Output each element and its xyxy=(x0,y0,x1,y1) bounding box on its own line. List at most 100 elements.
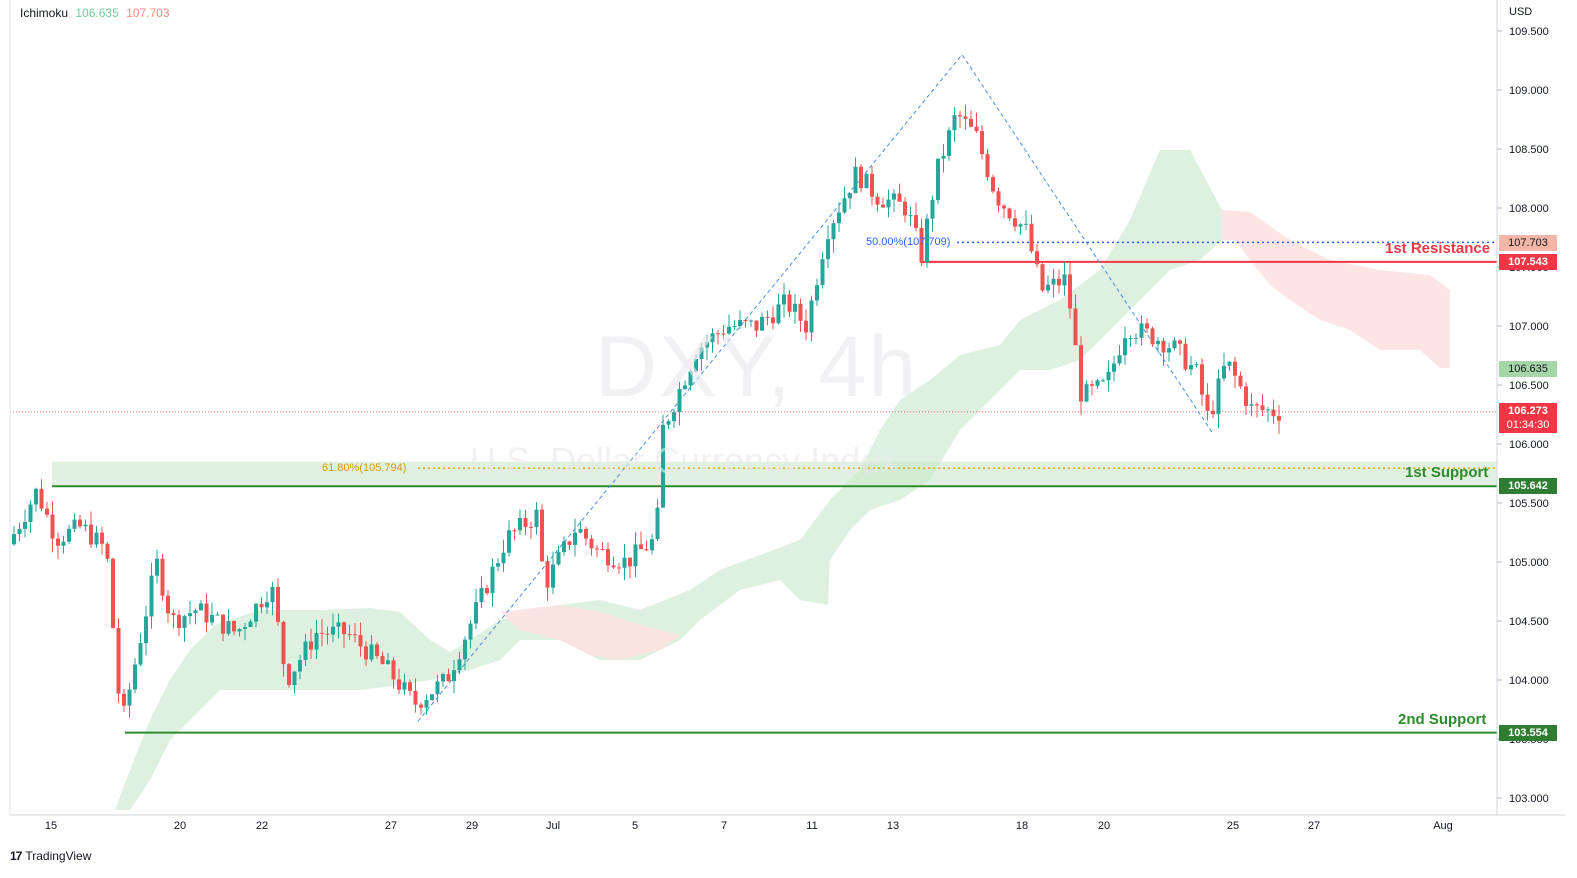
candle-body xyxy=(452,670,456,682)
candle-body xyxy=(782,294,786,305)
candle xyxy=(518,509,522,536)
candle-body xyxy=(600,548,605,550)
candle-body xyxy=(358,634,363,647)
candle xyxy=(782,283,786,318)
candle xyxy=(573,518,577,557)
last-price-value: 106.273 xyxy=(1508,405,1548,417)
candle xyxy=(265,591,269,614)
candle-body xyxy=(1134,337,1138,339)
candle xyxy=(837,202,841,233)
candle xyxy=(996,187,1001,213)
candle-body xyxy=(171,613,176,616)
candle xyxy=(804,309,808,341)
candle-body xyxy=(512,530,517,532)
candle-body xyxy=(545,561,550,588)
candle-body xyxy=(45,508,49,515)
candle xyxy=(523,510,528,535)
candle-body xyxy=(1062,274,1067,286)
candle xyxy=(683,380,687,391)
candle xyxy=(292,671,297,694)
candle xyxy=(221,614,225,642)
candle xyxy=(1084,380,1089,403)
currency-label: USD xyxy=(1509,6,1533,18)
candle-body xyxy=(111,558,115,628)
candle-body xyxy=(1013,218,1017,227)
candle xyxy=(1238,371,1243,389)
candle xyxy=(1013,210,1017,232)
candle-body xyxy=(562,541,566,553)
tradingview-brand[interactable]: 17 TradingView xyxy=(10,849,91,863)
candle xyxy=(210,602,214,626)
candle-body xyxy=(254,603,258,622)
candle-body xyxy=(699,347,704,360)
x-tick-label: 25 xyxy=(1227,820,1239,832)
candle xyxy=(347,624,352,640)
candle xyxy=(501,539,506,572)
candle xyxy=(386,653,390,665)
candle xyxy=(617,563,621,574)
candle xyxy=(215,612,220,616)
candle xyxy=(820,251,825,289)
indicator-legend[interactable]: Ichimoku 106.635 107.703 xyxy=(20,6,170,20)
candle-body xyxy=(402,682,407,690)
candle xyxy=(127,683,132,718)
candle-body xyxy=(353,634,357,636)
candle-body xyxy=(925,218,929,263)
candle-body xyxy=(138,643,143,665)
candle-body xyxy=(1112,363,1116,372)
candle-body xyxy=(1277,416,1281,421)
candle xyxy=(754,320,759,337)
candle xyxy=(23,509,27,538)
candle xyxy=(270,582,275,616)
candle-body xyxy=(771,317,775,324)
candle-body xyxy=(930,199,935,219)
candle xyxy=(1172,337,1177,351)
candle xyxy=(254,602,258,628)
candle-body xyxy=(127,689,132,706)
candle-body xyxy=(809,300,814,333)
candle-body xyxy=(595,548,599,550)
candle-body xyxy=(622,557,627,568)
candle-body xyxy=(573,532,577,545)
candle-body xyxy=(881,204,885,208)
candle-body xyxy=(875,196,880,205)
candle xyxy=(1112,355,1116,382)
candle-body xyxy=(606,549,610,566)
candle xyxy=(919,218,924,267)
candle-body xyxy=(518,517,522,531)
candle xyxy=(776,293,781,325)
candle-body xyxy=(1046,284,1050,291)
y-tick-label: 104.500 xyxy=(1509,616,1549,628)
candle-body xyxy=(820,259,825,286)
candle xyxy=(1029,214,1034,254)
candle xyxy=(705,334,709,361)
candle-body xyxy=(1205,394,1210,411)
candle-body xyxy=(672,412,676,422)
candle-body xyxy=(12,534,16,545)
candle xyxy=(787,290,792,318)
candle-body xyxy=(468,623,473,640)
candle-body xyxy=(837,212,841,224)
candle xyxy=(474,588,478,629)
candle-body xyxy=(298,660,302,672)
candle xyxy=(441,672,445,688)
candle-body xyxy=(870,173,874,197)
candle xyxy=(1222,352,1226,382)
candle xyxy=(694,354,698,373)
candle-body xyxy=(34,488,38,505)
candle xyxy=(39,479,44,511)
candle-body xyxy=(903,201,907,216)
candle-body xyxy=(375,644,379,657)
candle xyxy=(232,620,236,636)
candle-body xyxy=(1156,340,1160,345)
candle-body xyxy=(369,644,374,660)
candle xyxy=(78,514,82,529)
candle xyxy=(831,219,836,253)
candle xyxy=(116,618,121,703)
candle-body xyxy=(237,629,242,632)
candle-body xyxy=(1029,223,1034,252)
candle-body xyxy=(479,587,484,603)
candle xyxy=(149,562,154,629)
candle-body xyxy=(826,239,830,260)
